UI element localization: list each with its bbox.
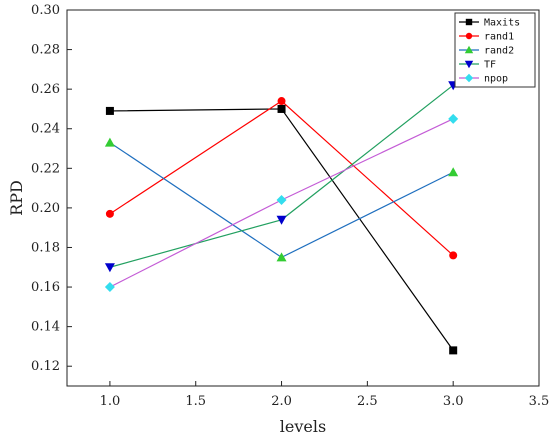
legend-marker-npop: [464, 73, 474, 83]
legend-marker-tf: [464, 60, 474, 69]
y-tick-label: 0.20: [31, 201, 60, 216]
data-point-tf: [104, 263, 115, 273]
plot-frame: [66, 9, 540, 387]
x-tick-label: 3.0: [443, 394, 464, 409]
y-tick-label: 0.24: [31, 122, 60, 137]
legend-marker-rand2: [464, 45, 474, 54]
x-tick-label: 3.5: [529, 394, 550, 409]
y-tick-label: 0.18: [31, 240, 60, 255]
legend-label-tf: TF: [484, 60, 496, 71]
data-point-rand1: [449, 251, 458, 260]
legend-marker-rand1: [465, 32, 473, 40]
data-point-rand2: [276, 252, 287, 262]
legend-label-npop: npop: [484, 74, 508, 85]
data-point-maxits: [449, 346, 458, 355]
data-point-rand2: [448, 167, 459, 177]
y-tick-label: 0.26: [31, 82, 60, 97]
x-tick-label: 2.5: [357, 394, 378, 409]
y-tick-label: 0.14: [31, 320, 60, 335]
legend-label-rand1: rand1: [484, 32, 514, 43]
data-point-maxits: [277, 104, 286, 113]
legend-label-maxits: Maxits: [484, 18, 520, 29]
y-axis-title: RPD: [7, 180, 26, 216]
series-markers: [104, 81, 459, 355]
data-point-rand1: [277, 97, 286, 106]
series-line-rand1: [109, 100, 454, 256]
y-tick-label: 0.28: [31, 43, 60, 58]
data-point-tf: [276, 215, 287, 225]
y-tick-label: 0.22: [31, 161, 60, 176]
series-line-maxits: [109, 108, 454, 351]
data-point-rand1: [105, 209, 114, 218]
data-point-npop: [448, 113, 459, 124]
x-tick-label: 2.0: [271, 394, 292, 409]
data-point-maxits: [105, 106, 114, 115]
legend-marker-maxits: [465, 18, 473, 26]
y-tick-label: 0.16: [31, 280, 60, 295]
legend: Maxits rand1 rand2 TF npop: [454, 12, 536, 88]
data-point-npop: [276, 194, 287, 205]
x-tick-label: 1.0: [100, 394, 121, 409]
x-axis: 1.0 1.5 2.0 2.5 3.0 3.5: [100, 381, 550, 409]
data-point-rand2: [104, 137, 115, 147]
data-point-npop: [104, 282, 115, 293]
y-tick-label: 0.12: [31, 359, 60, 374]
y-axis: 0.12 0.14 0.16 0.18 0.20 0.22 0.24 0.26 0.28 0.30: [31, 3, 72, 374]
x-tick-label: 1.5: [185, 394, 206, 409]
legend-label-rand2: rand2: [484, 46, 514, 57]
x-axis-title: levels: [280, 417, 326, 436]
y-tick-label: 0.30: [31, 3, 60, 18]
